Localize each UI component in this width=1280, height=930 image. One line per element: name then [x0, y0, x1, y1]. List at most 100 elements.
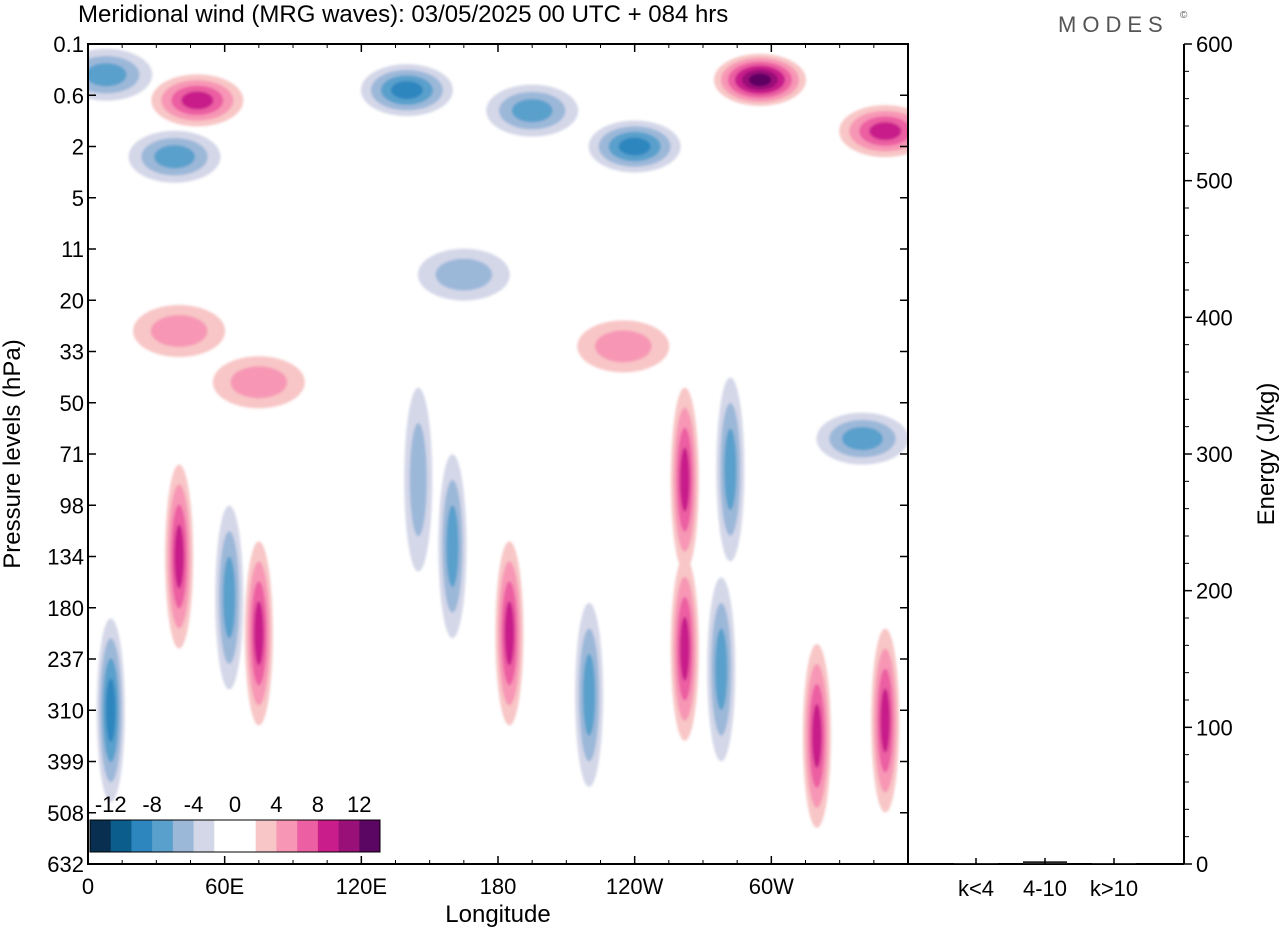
contour-band — [88, 63, 127, 87]
colorbar-swatch — [297, 820, 319, 852]
contour-cell — [88, 48, 153, 101]
contour-cell — [670, 556, 699, 741]
colorbar-label: 4 — [270, 792, 282, 817]
contour-cell — [360, 64, 453, 117]
contour-band — [511, 99, 553, 123]
contour-band — [679, 447, 690, 512]
y-tick-label: 508 — [47, 801, 84, 826]
contour-band — [504, 601, 515, 666]
x-axis-label: Longitude — [445, 901, 550, 928]
contour-band — [154, 145, 195, 169]
contour-cell — [486, 84, 579, 137]
y-tick-label: 2 — [72, 135, 84, 160]
energy-category-label: k>10 — [1090, 876, 1138, 901]
x-tick-label: 60W — [749, 874, 794, 899]
energy-axis-label: Energy (J/kg) — [1253, 383, 1280, 526]
contour-panel-background — [88, 44, 908, 864]
contour-cell — [215, 505, 244, 690]
y-tick-label: 71 — [60, 442, 84, 467]
pressure-axis: 0.1 0.6 2 5 11 20 33 50 71 98 134 180 237 310 399 508 63… — [47, 32, 908, 877]
contour-band — [446, 505, 459, 588]
colorbar-label: 8 — [312, 792, 324, 817]
contour-band — [435, 258, 493, 291]
brand-mark: © — [1180, 10, 1188, 21]
colorbar-label: -4 — [184, 792, 204, 817]
x-tick-label: 120E — [336, 874, 387, 899]
contour-cell — [133, 305, 226, 357]
contour-band — [869, 122, 902, 141]
energy-tick-label: 400 — [1196, 305, 1233, 330]
contour-cell — [713, 53, 806, 106]
contour-band — [105, 678, 116, 743]
contour-cell — [670, 387, 699, 572]
colorbar-frame — [89, 819, 381, 853]
colorbar-swatch — [172, 820, 194, 852]
contour-cell — [165, 464, 194, 649]
contour-cell — [96, 618, 125, 803]
x-tick-label: 0 — [82, 874, 94, 899]
contour-band — [150, 315, 208, 347]
contour-band — [409, 423, 427, 537]
contour-cell — [495, 541, 524, 726]
contour-cell — [404, 387, 433, 572]
colorbar: -12 -8 -4 0 4 8 12 — [89, 792, 381, 853]
colorbar-label: -8 — [142, 792, 162, 817]
colorbar-label: -12 — [95, 792, 127, 817]
contour-band — [724, 428, 737, 511]
energy-bars: k<4 4-10 k>10 — [954, 858, 1138, 901]
brand-logo: MODES — [1058, 12, 1169, 37]
energy-axis: 0 100 200 300 400 500 600 — [1184, 32, 1233, 877]
colorbar-swatch — [214, 820, 236, 852]
contour-cell — [575, 602, 604, 787]
colorbar-swatch — [338, 820, 360, 852]
contour-panel: -12 -8 -4 0 4 8 12 0 60E 120E 180 120W 60W 0.1 0.6 2 5… — [47, 32, 909, 899]
energy-tick-label: 0 — [1196, 852, 1208, 877]
y-tick-label: 310 — [47, 698, 84, 723]
contour-band — [715, 628, 728, 711]
energy-tick-label: 200 — [1196, 579, 1233, 604]
contour-band — [582, 653, 596, 736]
colorbar-swatch — [235, 820, 257, 852]
contour-band — [253, 601, 264, 666]
energy-category-label: 4-10 — [1023, 876, 1067, 901]
colorbar-swatch — [90, 820, 112, 852]
contour-cell — [128, 130, 221, 183]
contour-field — [88, 48, 908, 828]
contour-cell — [151, 74, 244, 127]
contour-band — [618, 137, 651, 156]
y-tick-label: 20 — [60, 288, 84, 313]
y-tick-label: 180 — [47, 596, 84, 621]
y-tick-label: 5 — [72, 186, 84, 211]
y-tick-label: 632 — [47, 852, 84, 877]
contour-band — [181, 91, 214, 110]
contour-cell — [577, 320, 670, 373]
longitude-axis: 0 60E 120E 180 120W 60W — [82, 44, 875, 899]
colorbar-label: 12 — [347, 792, 371, 817]
x-tick-label: 180 — [480, 874, 517, 899]
x-tick-label: 60E — [205, 874, 244, 899]
colorbar-swatch — [110, 820, 132, 852]
contour-cell — [438, 454, 467, 639]
y-tick-label: 399 — [47, 750, 84, 775]
contour-band — [230, 366, 288, 399]
energy-tick-label: 500 — [1196, 169, 1233, 194]
contour-band — [223, 556, 236, 639]
colorbar-swatch — [317, 820, 339, 852]
y-tick-label: 11 — [61, 237, 84, 262]
energy-tick-label: 600 — [1196, 32, 1233, 57]
contour-cell — [839, 105, 908, 158]
contour-cell — [707, 577, 736, 762]
colorbar-label: 0 — [229, 792, 241, 817]
y-tick-label: 134 — [47, 545, 84, 570]
contour-band — [880, 688, 891, 753]
contour-cell — [802, 643, 831, 828]
contour-band — [390, 81, 423, 100]
y-tick-label: 0.6 — [53, 83, 84, 108]
y-axis-label: Pressure levels (hPa) — [0, 339, 26, 568]
contour-cell — [816, 412, 908, 465]
y-tick-label: 237 — [47, 647, 84, 672]
energy-tick-label: 300 — [1196, 442, 1233, 467]
contour-band — [594, 330, 652, 363]
contour-band — [174, 524, 185, 589]
y-tick-label: 50 — [60, 391, 84, 416]
